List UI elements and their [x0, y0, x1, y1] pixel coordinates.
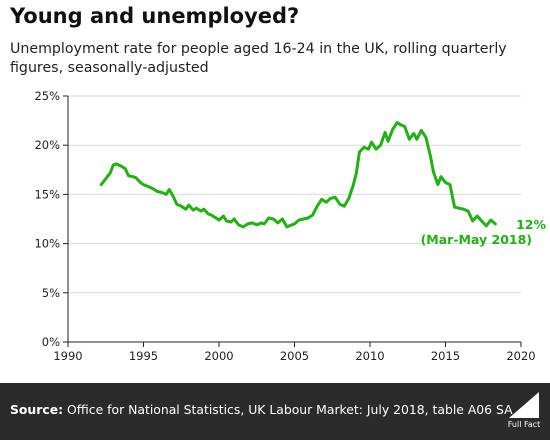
end-annotation: 12% (Mar-May 2018): [421, 217, 547, 247]
x-tick-label: 1995: [129, 349, 158, 363]
source-label: Source:: [10, 402, 64, 417]
source-note: Source: Office for National Statistics, …: [10, 402, 513, 417]
y-tick-label: 5%: [42, 286, 60, 300]
grid-lines: [68, 95, 521, 294]
y-tick-label: 20%: [34, 138, 60, 152]
y-tick-label: 15%: [34, 187, 60, 201]
series-layer: [99, 121, 497, 229]
series-line: [99, 121, 497, 229]
x-tick-label: 2010: [355, 349, 384, 363]
axes: [63, 95, 522, 347]
source-text: Office for National Statistics, UK Labou…: [67, 402, 513, 417]
annotation-value-label: 12%: [516, 217, 546, 232]
x-tick-label: 2020: [506, 349, 535, 363]
y-tick-label: 0%: [42, 335, 60, 349]
y-tick-labels: 0% 5% 10% 15% 20% 25%: [34, 89, 60, 349]
x-tick-label: 2015: [431, 349, 460, 363]
logo-text: Full Fact: [507, 420, 541, 429]
x-tick-labels: 1990 1995 2000 2005 2010 2015 2020: [53, 349, 535, 363]
logo-mark-icon: [509, 392, 539, 418]
x-tick-label: 2005: [280, 349, 309, 363]
line-chart: 0% 5% 10% 15% 20% 25% 1990 1995 2000 2005 2010 201…: [34, 89, 547, 363]
annotation-period-label: (Mar-May 2018): [421, 232, 532, 247]
full-fact-logo: Full Fact: [503, 390, 545, 434]
y-tick-label: 25%: [34, 89, 60, 103]
chart-title: Young and unemployed?: [10, 4, 300, 28]
y-tick-label: 10%: [34, 237, 60, 251]
x-tick-label: 1990: [53, 349, 82, 363]
chart-subtitle: Unemployment rate for people aged 16-24 …: [10, 41, 507, 76]
footer-bar: Source: Office for National Statistics, …: [0, 383, 550, 440]
x-tick-label: 2000: [204, 349, 233, 363]
